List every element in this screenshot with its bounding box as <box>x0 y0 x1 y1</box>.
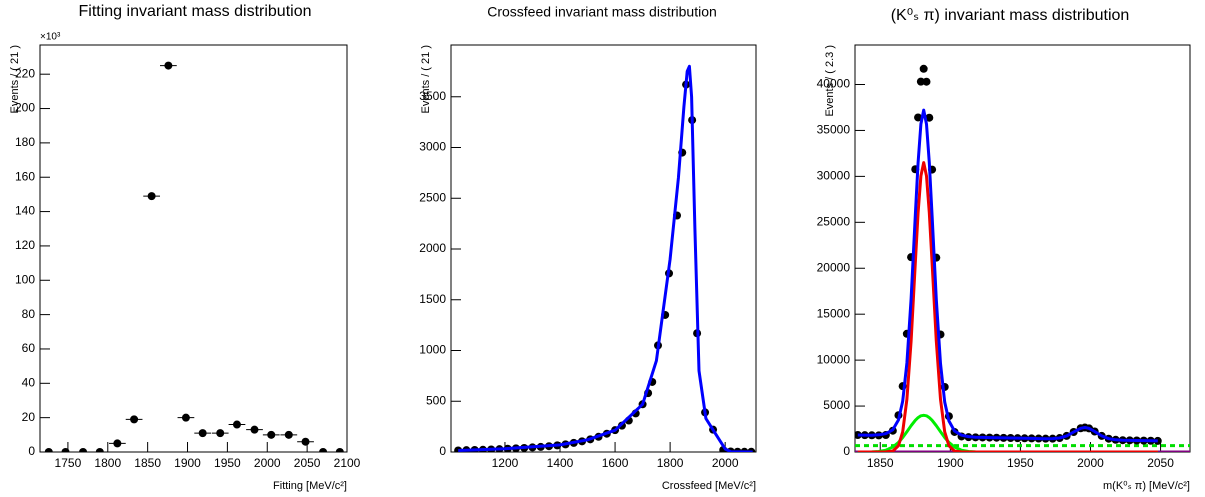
y-tick-label: 5000 <box>823 398 850 412</box>
fit-curve <box>458 64 753 452</box>
chart-title: (K⁰ₛ π) invariant mass distribution <box>891 7 1130 24</box>
data-point <box>147 192 156 201</box>
plot-frame <box>450 44 757 453</box>
data-point <box>335 448 344 452</box>
y-tick-label: 60 <box>22 341 36 355</box>
y-tick-label: 200 <box>15 101 35 115</box>
y-tick-label: 2500 <box>419 190 446 204</box>
y-tick-label: 10000 <box>817 352 851 366</box>
y-tick-label: 35000 <box>817 123 851 137</box>
x-tick-label: 1900 <box>174 456 201 470</box>
data-point <box>319 448 328 452</box>
x-tick-label: 2000 <box>1077 456 1104 470</box>
data-point <box>250 425 259 434</box>
data-point <box>164 61 173 70</box>
x-tick-label: 1750 <box>55 456 82 470</box>
fit-curve <box>857 413 1158 452</box>
x-axis-label: Crossfeed [MeV/c²] <box>662 480 756 492</box>
data-point <box>95 448 104 452</box>
y-tick-label: 3000 <box>419 140 446 154</box>
data-point <box>916 77 925 86</box>
y-tick-label: 1500 <box>419 292 446 306</box>
data-point <box>198 429 207 438</box>
x-tick-label: 1800 <box>657 456 684 470</box>
data-point <box>301 437 310 446</box>
data-point <box>232 420 241 429</box>
y-tick-label: 180 <box>15 135 35 149</box>
plot-area <box>454 64 756 452</box>
x-tick-label: 1600 <box>602 456 629 470</box>
y-tick-label: 0 <box>28 444 35 458</box>
data-point <box>44 448 53 452</box>
y-tick-label: 120 <box>15 238 35 252</box>
y-tick-label: 3500 <box>419 89 446 103</box>
data-point <box>130 415 139 424</box>
data-point <box>919 64 928 73</box>
panel: (K⁰ₛ π) invariant mass distribution m(K⁰ₛ… <box>817 7 1191 492</box>
x-tick-label: 1850 <box>867 456 894 470</box>
y-multiplier: ×10³ <box>40 32 61 43</box>
chart-title: Fitting invariant mass distribution <box>79 3 312 20</box>
x-tick-label: 1400 <box>547 456 574 470</box>
y-tick-label: 500 <box>426 393 446 407</box>
y-tick-label: 30000 <box>817 169 851 183</box>
x-tick-label: 1950 <box>1007 456 1034 470</box>
x-tick-label: 1850 <box>134 456 161 470</box>
panel: Fitting invariant mass distribution Fitti… <box>9 3 361 492</box>
x-tick-label: 2050 <box>294 456 321 470</box>
y-tick-label: 20 <box>22 410 36 424</box>
y-axis-label: Events / ( 21 ) <box>9 45 21 113</box>
plot-area <box>855 64 1190 452</box>
x-tick-label: 1200 <box>492 456 519 470</box>
x-axis-label: Fitting [MeV/c²] <box>273 480 347 492</box>
y-axis-label: Events / ( 2.3 ) <box>824 45 836 117</box>
plot-area <box>40 61 347 452</box>
y-tick-label: 100 <box>15 272 35 286</box>
data-point <box>216 429 225 438</box>
data-point <box>113 439 122 448</box>
data-point <box>914 113 923 122</box>
y-tick-label: 80 <box>22 307 36 321</box>
data-point <box>181 413 190 422</box>
y-tick-label: 1000 <box>419 343 446 357</box>
y-tick-label: 160 <box>15 169 35 183</box>
x-tick-label: 1800 <box>94 456 121 470</box>
data-point <box>284 430 293 439</box>
x-tick-label: 1950 <box>214 456 241 470</box>
y-tick-label: 15000 <box>817 306 851 320</box>
fit-curve <box>857 108 1158 443</box>
y-tick-label: 40000 <box>817 77 851 91</box>
x-axis-label: m(K⁰ₛ π) [MeV/c²] <box>1103 480 1190 492</box>
x-tick-label: 2050 <box>1147 456 1174 470</box>
y-tick-label: 220 <box>15 66 35 80</box>
plot-frame <box>39 44 348 453</box>
y-tick-label: 25000 <box>817 214 851 228</box>
y-tick-label: 140 <box>15 204 35 218</box>
chart-title: Crossfeed invariant mass distribution <box>487 4 717 20</box>
y-tick-label: 0 <box>439 444 446 458</box>
y-axis-label: Events / ( 21 ) <box>420 45 432 113</box>
x-tick-label: 2000 <box>254 456 281 470</box>
x-tick-label: 2000 <box>712 456 739 470</box>
fit-curve <box>857 161 1158 452</box>
data-point <box>61 448 70 452</box>
data-point <box>922 77 931 86</box>
panel: Crossfeed invariant mass distribution Cro… <box>419 4 757 492</box>
data-point <box>267 430 276 439</box>
data-point <box>79 448 88 452</box>
data-point <box>925 113 934 122</box>
x-tick-label: 1900 <box>937 456 964 470</box>
y-tick-label: 20000 <box>817 260 851 274</box>
y-tick-label: 2000 <box>419 241 446 255</box>
y-tick-label: 40 <box>22 375 36 389</box>
y-tick-label: 0 <box>843 444 850 458</box>
x-tick-label: 2100 <box>334 456 361 470</box>
